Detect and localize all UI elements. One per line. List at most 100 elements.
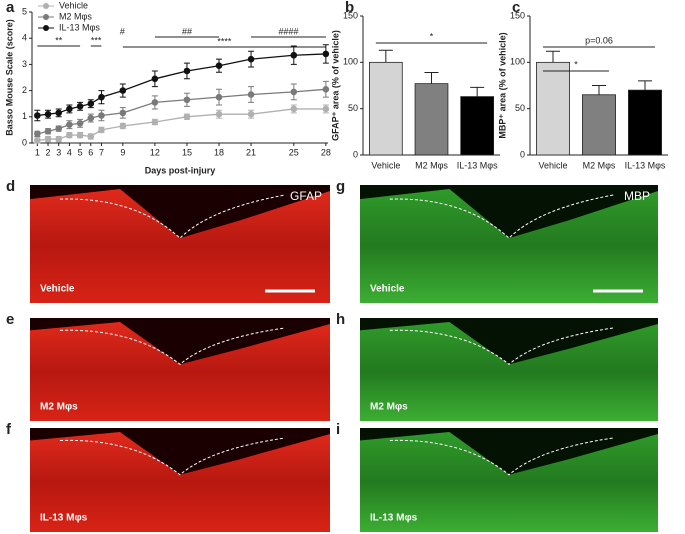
significance-label: ####	[278, 26, 298, 36]
tissue	[30, 322, 330, 421]
bar	[536, 61, 570, 156]
micrograph-label: Vehicle	[40, 284, 75, 295]
point	[322, 105, 330, 113]
legend-label: Vehicle	[59, 0, 88, 10]
tissue	[30, 189, 330, 303]
point	[34, 137, 41, 144]
tissue	[360, 189, 658, 303]
x-tick-label: Vehicle	[538, 160, 567, 170]
x-tick-label: 5	[78, 147, 83, 157]
y-tick-label: 3	[22, 59, 27, 69]
point	[119, 109, 127, 117]
y-tick-label: 0	[22, 137, 27, 147]
y-tick-label: 4	[22, 33, 27, 43]
point	[247, 55, 255, 63]
point	[98, 93, 105, 101]
y-tick-label: 150	[510, 10, 525, 20]
panel-letter: a	[6, 0, 15, 16]
x-tick-label: 6	[88, 147, 93, 157]
bar	[628, 89, 662, 156]
point	[322, 50, 330, 58]
lesion-outline	[389, 327, 614, 366]
y-axis-title: MBP⁺ area (% of vehicle)	[497, 32, 507, 138]
legend-label: M2 Mφs	[59, 11, 92, 21]
point	[151, 118, 159, 126]
error-bar	[378, 49, 393, 63]
x-tick-label: 15	[182, 147, 192, 157]
y-axis-title: GFAP⁺ area (% of vehicle)	[330, 30, 340, 141]
tissue	[30, 432, 330, 532]
x-tick-label: 7	[99, 147, 104, 157]
x-tick-label: Vehicle	[371, 160, 400, 170]
y-tick-label: 5	[22, 6, 27, 16]
panel-letter: b	[345, 0, 354, 16]
micrograph-label: IL-13 Mφs	[40, 513, 88, 524]
point	[66, 121, 73, 128]
lesion-outline	[59, 437, 286, 476]
point	[66, 131, 73, 139]
significance-label: ***	[91, 35, 102, 45]
tissue	[360, 432, 658, 532]
x-axis-title: Days post-injury	[145, 165, 216, 175]
point	[183, 67, 191, 75]
bar	[414, 83, 449, 156]
point	[151, 75, 159, 83]
micrograph-label: M2 Mφs	[40, 402, 78, 413]
point	[87, 114, 95, 122]
x-tick-label: 1	[35, 147, 40, 157]
y-tick-label: 50	[348, 103, 358, 113]
panel-letter: h	[336, 311, 345, 328]
significance-label: ##	[182, 26, 192, 36]
lesion-outline	[59, 327, 286, 365]
x-tick-label: 3	[56, 147, 61, 157]
x-tick-label: IL-13 Mφs	[625, 160, 666, 170]
x-tick-label: 9	[120, 147, 125, 157]
point	[151, 99, 159, 106]
point	[247, 91, 255, 98]
lesion-outline	[389, 194, 614, 239]
point	[44, 135, 52, 143]
legend-marker	[43, 3, 49, 9]
point	[215, 110, 223, 118]
y-tick-label: 1	[22, 111, 27, 121]
significance-label: p=0.06	[585, 35, 613, 45]
legend-label: IL-13 Mφs	[59, 22, 100, 32]
point	[55, 109, 63, 117]
error-bar	[638, 80, 652, 91]
legend-marker	[43, 25, 49, 31]
y-tick-label: 100	[510, 57, 525, 67]
point	[34, 112, 41, 119]
x-tick-label: M2 Mφs	[415, 160, 448, 170]
panel-letter: f	[6, 421, 12, 438]
point	[119, 122, 127, 130]
point	[76, 120, 84, 127]
micrograph-label: Vehicle	[370, 284, 405, 295]
point	[44, 110, 52, 118]
error-bar	[470, 86, 485, 97]
x-tick-label: 25	[289, 147, 299, 157]
y-tick-label: 2	[22, 85, 27, 95]
point	[290, 88, 298, 96]
stain-label: GFAP	[290, 189, 322, 203]
point	[76, 103, 84, 110]
y-tick-label: 0	[520, 149, 525, 159]
x-tick-label: M2 Mφs	[583, 160, 616, 170]
bar	[368, 61, 403, 156]
point	[55, 125, 63, 132]
bar	[460, 96, 495, 156]
x-tick-label: 2	[46, 147, 51, 157]
panel-letter: e	[6, 311, 14, 328]
point	[87, 100, 95, 107]
lesion-outline	[389, 437, 614, 476]
significance-label: #	[120, 26, 125, 36]
significance-label: *	[574, 59, 578, 69]
panel-letter: g	[336, 178, 345, 195]
x-tick-label: 4	[67, 147, 72, 157]
significance-label: ****	[217, 36, 232, 46]
point	[215, 93, 223, 101]
point	[183, 96, 191, 104]
micrograph-label: M2 Mφs	[370, 402, 408, 413]
significance-label: *	[430, 31, 434, 41]
y-tick-label: 0	[353, 149, 358, 159]
